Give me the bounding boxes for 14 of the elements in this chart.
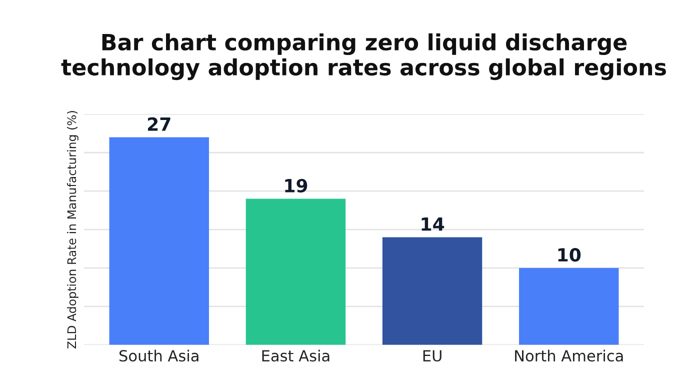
x-tick-label: East Asia bbox=[262, 350, 330, 362]
data-label: 19 bbox=[285, 178, 308, 192]
data-label: 14 bbox=[422, 218, 444, 231]
bar bbox=[109, 137, 209, 345]
x-tick-label: EU bbox=[423, 350, 442, 362]
data-label: 10 bbox=[558, 248, 581, 262]
chart-title: Bar chart comparing zero liquid discharge technology adoption rates across global regions bbox=[61, 33, 666, 80]
bar bbox=[382, 237, 482, 345]
data-label: 27 bbox=[148, 117, 170, 131]
x-tick-label: South Asia bbox=[119, 350, 198, 362]
bar bbox=[246, 198, 346, 345]
y-axis-title: ZLD Adoption Rate in Manufacturing (%) bbox=[67, 111, 78, 348]
x-tick-label: North America bbox=[515, 350, 623, 362]
bar bbox=[519, 268, 619, 345]
